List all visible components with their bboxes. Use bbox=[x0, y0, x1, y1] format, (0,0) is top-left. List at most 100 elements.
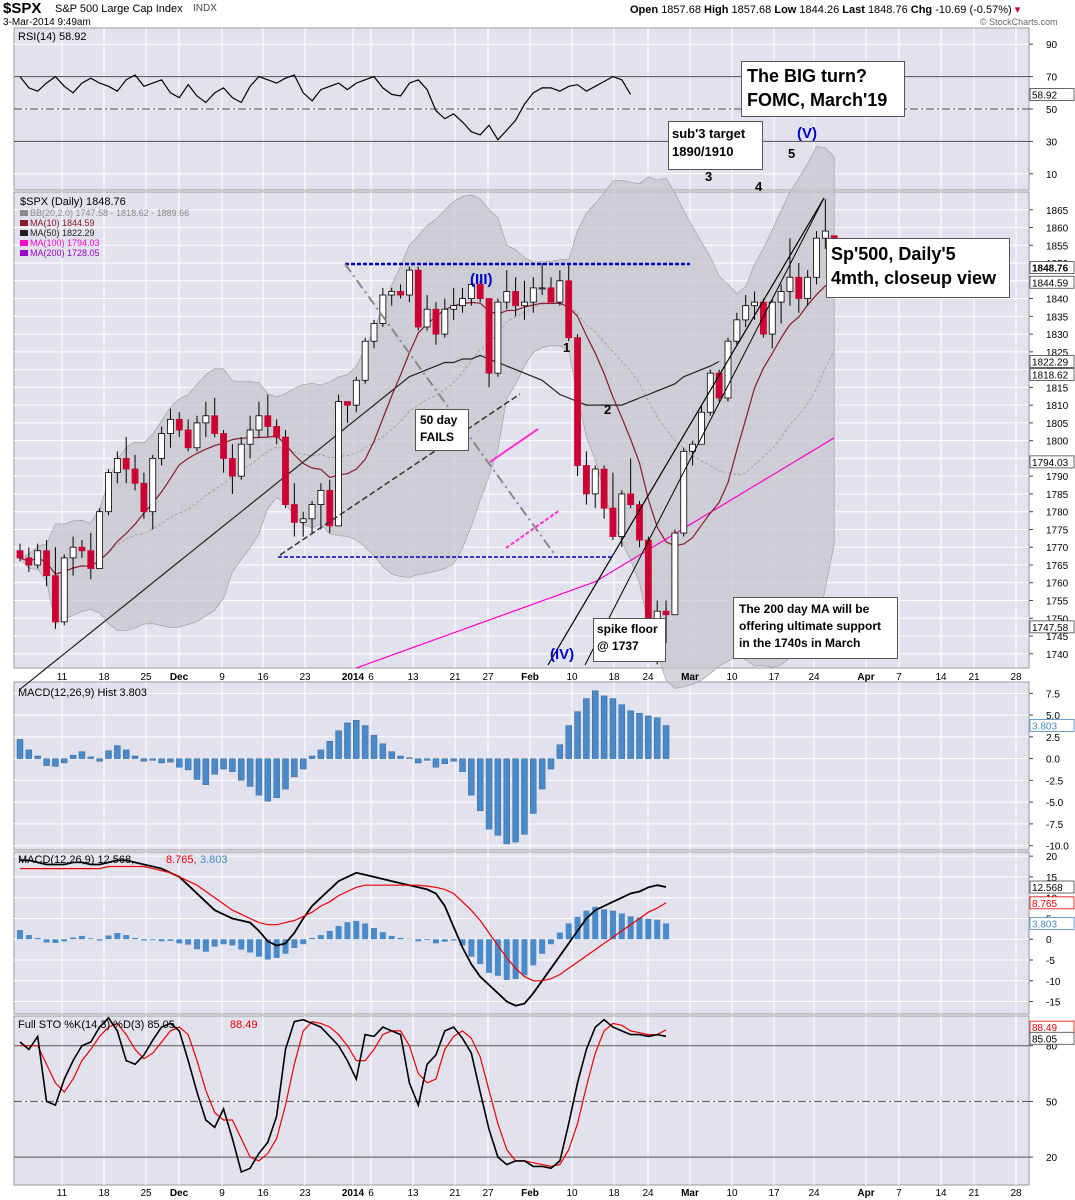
x-tick-label-bottom: 10 bbox=[726, 1188, 738, 1199]
candle-up bbox=[149, 458, 157, 513]
macd-hist-bar bbox=[61, 758, 68, 764]
candle-up bbox=[379, 294, 387, 324]
macd-hist-bar-2 bbox=[379, 932, 386, 940]
candle-down bbox=[636, 504, 643, 541]
candle-down bbox=[485, 298, 493, 374]
macd-hist-bar bbox=[538, 758, 546, 790]
macd-hist-bar bbox=[344, 722, 351, 759]
candle-down bbox=[547, 287, 555, 303]
candle-up bbox=[246, 429, 254, 445]
open-label: Open bbox=[630, 4, 659, 16]
x-tick-label: 25 bbox=[140, 672, 152, 683]
last-label: Last bbox=[842, 4, 865, 16]
y-tick-label: 20 bbox=[1046, 1153, 1058, 1164]
pink-channel-bottom bbox=[505, 509, 561, 549]
x-tick-label-bottom: Dec bbox=[170, 1188, 189, 1199]
macd-hist-last-box bbox=[1029, 719, 1075, 732]
candle-up bbox=[34, 550, 42, 566]
candle-down bbox=[662, 610, 670, 616]
candle-down bbox=[600, 468, 608, 509]
macd-hist-bar-2 bbox=[317, 935, 324, 940]
x-tick-label: 18 bbox=[608, 672, 620, 683]
candle-up bbox=[680, 450, 688, 534]
x-tick-label-bottom: 18 bbox=[608, 1188, 620, 1199]
macd-hist-bar-2 bbox=[229, 939, 236, 946]
candle-down bbox=[795, 276, 803, 299]
x-tick-label: Mar bbox=[681, 672, 699, 683]
candle-up bbox=[202, 415, 210, 424]
price-right-label-box bbox=[1029, 275, 1075, 289]
uptrend-line-1 bbox=[547, 197, 825, 666]
macd-hist-value: 3.803 bbox=[200, 854, 228, 866]
bb-middle-line bbox=[19, 302, 835, 575]
macd-hist-bar bbox=[556, 744, 564, 759]
y-tick-label: 1805 bbox=[1046, 419, 1069, 430]
candle-up bbox=[255, 415, 263, 431]
macd-hist-bar bbox=[220, 758, 227, 770]
uptrend-line-2 bbox=[584, 197, 825, 666]
x-tick-label-bottom: 16 bbox=[257, 1188, 269, 1199]
macd-hist-bar bbox=[477, 758, 484, 812]
macd-hist-bar-2 bbox=[601, 909, 608, 940]
x-tick-label-bottom: 17 bbox=[768, 1188, 780, 1199]
legend-entry: MA(100) 1794.03 bbox=[30, 238, 100, 248]
candle-down bbox=[273, 426, 281, 438]
x-tick-label-bottom: 24 bbox=[808, 1188, 820, 1199]
candle-up bbox=[113, 458, 121, 474]
candle-down bbox=[184, 429, 192, 449]
candle-down bbox=[574, 337, 581, 466]
candle-up bbox=[405, 269, 413, 296]
fifty-day-note: 50 day FAILS bbox=[415, 409, 469, 451]
y-tick-label: -15 bbox=[1046, 998, 1061, 1009]
macd-hist-bar-2 bbox=[512, 939, 519, 980]
x-tick-label: 17 bbox=[768, 672, 780, 683]
macd-hist-bar bbox=[530, 758, 537, 814]
macd-hist-bar bbox=[176, 758, 183, 768]
candle-up bbox=[60, 557, 68, 623]
macd-hist-bar bbox=[361, 725, 369, 759]
macd-hist-bar bbox=[397, 755, 404, 759]
x-tick-label: 6 bbox=[368, 672, 374, 683]
x-tick-label: Dec bbox=[170, 672, 189, 683]
macd-hist-bar-2 bbox=[255, 939, 262, 957]
y-tick-label: 1835 bbox=[1046, 312, 1069, 323]
price-right-label-box bbox=[1029, 355, 1075, 368]
wave-4-label: 4 bbox=[755, 179, 763, 194]
ohlc-readout: Open 1857.68 High 1857.68 Low 1844.26 La… bbox=[630, 3, 1020, 16]
x-tick-label-bottom: Apr bbox=[857, 1188, 874, 1199]
macd-hist-last: 3.803 bbox=[1032, 721, 1057, 732]
high-label: High bbox=[704, 4, 729, 16]
candle-down bbox=[220, 433, 227, 459]
x-tick-label: 21 bbox=[449, 672, 461, 683]
candle-up bbox=[237, 443, 245, 477]
price-right-label: 1747.58 bbox=[1032, 623, 1069, 634]
y-tick-label: 1860 bbox=[1046, 224, 1069, 235]
y-tick-label: 1810 bbox=[1046, 401, 1069, 412]
candle-up bbox=[459, 298, 466, 307]
macd-hist-bar bbox=[512, 758, 519, 843]
exchange: INDX bbox=[193, 3, 217, 14]
y-tick-label: 15 bbox=[1046, 873, 1058, 884]
macd-hist-bar bbox=[406, 757, 413, 759]
x-tick-label-bottom: 14 bbox=[935, 1188, 947, 1199]
y-tick-label: 0.0 bbox=[1046, 755, 1060, 766]
macd-hist-bar bbox=[485, 758, 493, 830]
macd-hist-bar bbox=[300, 758, 307, 770]
price-right-label-box bbox=[1029, 368, 1075, 381]
x-tick-label-bottom: 7 bbox=[896, 1188, 902, 1199]
candle-up bbox=[698, 411, 705, 445]
candle-down bbox=[565, 280, 573, 339]
macd-hist-bar bbox=[645, 715, 652, 759]
x-tick-label-bottom: 9 bbox=[219, 1188, 225, 1199]
x-tick-label: 24 bbox=[642, 672, 654, 683]
candle-up bbox=[317, 489, 325, 505]
sto-d-last: 88.49 bbox=[1032, 1023, 1057, 1034]
macd-hist-bar bbox=[574, 711, 581, 759]
candle-down bbox=[583, 465, 590, 495]
macd-hist-bar-2 bbox=[158, 939, 165, 942]
candle-up bbox=[308, 504, 316, 520]
y-tick-label: 1765 bbox=[1046, 561, 1069, 572]
candle-up bbox=[105, 472, 112, 513]
macd-hist-bar-2 bbox=[486, 939, 493, 973]
macd-hist-bar bbox=[69, 754, 77, 759]
